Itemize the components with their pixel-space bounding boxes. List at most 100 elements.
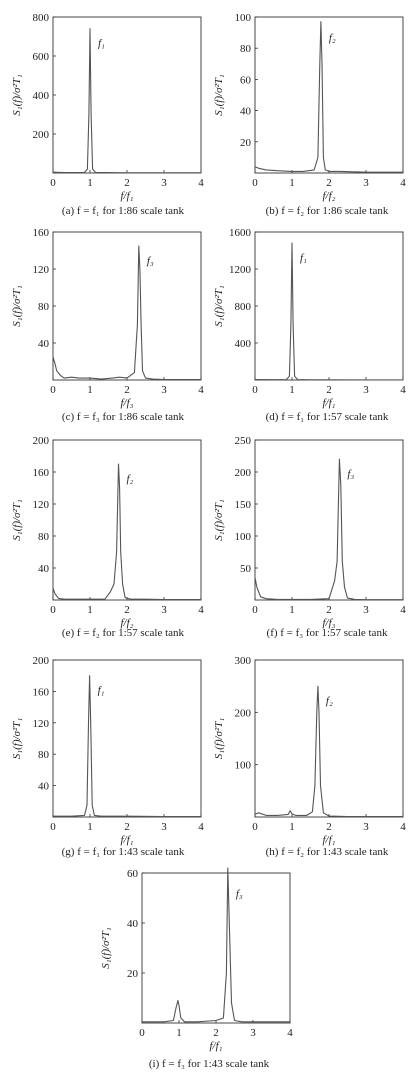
- chart-panel-h: 0 1 2 3 4 100 200 300 f₂ S₁(f)/σ²T₁ f/f₁(h) f = f₂…: [213, 655, 406, 858]
- y-tick-label: 20: [240, 137, 252, 149]
- panel-caption: (h) f = f₂ for 1:43 scale tank: [266, 846, 389, 858]
- y-axis-label: S₁(f)/σ²T₁: [213, 285, 225, 327]
- y-tick-label: 100: [235, 760, 252, 772]
- plot-frame: [52, 231, 202, 381]
- y-tick-label: 60: [240, 74, 252, 86]
- y-tick-label: 160: [33, 227, 50, 239]
- x-tick-label: 0: [252, 177, 258, 189]
- x-tick-label: 1: [289, 821, 295, 833]
- y-tick-label: 400: [33, 90, 50, 102]
- y-tick-label: 40: [38, 338, 50, 350]
- x-tick-label: 4: [400, 604, 406, 616]
- y-axis-label: S₁(f)/σ²T₁: [100, 927, 112, 969]
- x-tick-label: 1: [289, 604, 295, 616]
- y-tick-label: 300: [235, 655, 252, 667]
- x-axis-label: f/f₁: [323, 834, 336, 846]
- series-line-a: [52, 28, 201, 174]
- x-tick-label: 4: [198, 177, 204, 189]
- y-tick-label: 120: [33, 718, 50, 730]
- y-tick-label: 100: [235, 531, 252, 543]
- x-tick-label: 2: [326, 821, 332, 833]
- y-tick-label: 200: [33, 435, 50, 447]
- peak-label: f₃: [147, 255, 154, 267]
- plot-frame: [141, 872, 291, 1024]
- y-tick-label: 120: [33, 499, 50, 511]
- x-tick-label: 4: [198, 604, 204, 616]
- y-tick-label: 200: [235, 707, 252, 719]
- y-tick-label: 80: [38, 749, 50, 761]
- x-tick-label: 1: [87, 384, 93, 396]
- x-axis-label: f/f₃: [121, 397, 134, 409]
- x-tick-label: 3: [161, 821, 167, 833]
- y-tick-label: 200: [33, 129, 50, 141]
- plot-frame: [52, 659, 202, 818]
- x-tick-label: 2: [326, 384, 332, 396]
- y-tick-label: 250: [235, 435, 252, 447]
- x-tick-label: 2: [124, 821, 130, 833]
- x-tick-label: 0: [252, 384, 258, 396]
- chart-panel-c: 0 1 2 3 4 40 80 120 160 f₃ S₁(f)/σ²T₁ f/f₃ (c) f = f…: [11, 227, 204, 423]
- series-line-g: [53, 675, 201, 818]
- y-tick-label: 200: [235, 467, 252, 479]
- panel-caption: (b) f = f₂ for 1:86 scale tank: [266, 205, 389, 217]
- y-tick-label: 20: [127, 968, 139, 980]
- x-tick-label: 2: [326, 604, 332, 616]
- y-tick-label: 80: [38, 531, 50, 543]
- x-tick-label: 0: [139, 1027, 145, 1039]
- series-line-c: [52, 245, 201, 381]
- plot-frame: [52, 16, 202, 174]
- plot-frame: [254, 439, 404, 601]
- x-tick-label: 4: [198, 821, 204, 833]
- series-line-i: [142, 867, 290, 1023]
- y-axis-label: S₁(f)/σ²T₁: [11, 74, 23, 116]
- chart-panel-e: 0 1 2 3 4 40 80 120 160 200 f₂ S₁(f)/σ²T₁ f/f₂(e) f …: [11, 435, 204, 639]
- x-tick-label: 4: [400, 384, 406, 396]
- y-tick-label: 40: [38, 781, 50, 793]
- x-axis-label: f/f₁: [121, 190, 134, 202]
- y-axis-label: S₁(f)/σ²T₁: [11, 499, 23, 541]
- x-tick-label: 0: [50, 177, 56, 189]
- x-tick-label: 0: [252, 821, 258, 833]
- x-tick-label: 3: [161, 384, 167, 396]
- panel-caption: (e) f = f₂ for 1:57 scale tank: [62, 627, 185, 639]
- y-tick-label: 80: [38, 301, 50, 313]
- x-tick-label: 4: [400, 177, 406, 189]
- y-tick-label: 120: [33, 264, 50, 276]
- x-tick-label: 3: [363, 604, 369, 616]
- x-axis-label: f/f₁: [323, 397, 336, 409]
- y-tick-label: 800: [33, 12, 50, 24]
- x-tick-label: 1: [289, 177, 295, 189]
- y-tick-label: 600: [33, 51, 50, 63]
- y-tick-label: 800: [235, 301, 252, 313]
- x-tick-label: 0: [252, 604, 258, 616]
- x-tick-label: 2: [124, 177, 130, 189]
- panel-caption: (f) f = f₃ for 1:57 scale tank: [267, 627, 388, 639]
- chart-panel-a: 0 1 2 3 4 200 400 600 800 f₁ S₁(f)/σ²T₁ f/f₁ (a) f =…: [11, 12, 204, 217]
- y-tick-label: 80: [240, 43, 252, 55]
- x-tick-label: 3: [363, 177, 369, 189]
- series-line-h: [254, 685, 403, 818]
- chart-panel-i: 0 1 2 3 4 20 40 60 f₃ S₁(f)/σ²T₁ f/f₁ (i) f = f₃ fo…: [100, 867, 293, 1070]
- chart-panel-f: 0 1 2 3 4 50 100 150 200 250 f₃ S₁(f)/σ²T₁ f/f₃(f) f…: [213, 435, 406, 639]
- series-line-f: [254, 458, 403, 601]
- y-tick-label: 160: [33, 686, 50, 698]
- x-tick-label: 4: [287, 1027, 293, 1039]
- x-axis-label: f/f₂: [121, 617, 134, 629]
- x-tick-label: 1: [289, 384, 295, 396]
- x-tick-label: 3: [161, 177, 167, 189]
- peak-label: f₁: [300, 252, 307, 264]
- panel-caption: (d) f = f₁ for 1:57 scale tank: [266, 411, 389, 423]
- panel-caption: (c) f = f₃ for 1:86 scale tank: [62, 411, 185, 423]
- plot-frame: [254, 659, 404, 818]
- x-tick-label: 2: [213, 1027, 219, 1039]
- y-tick-label: 400: [235, 338, 252, 350]
- x-tick-label: 3: [363, 384, 369, 396]
- y-tick-label: 40: [38, 563, 50, 575]
- panel-caption: (g) f = f₁ for 1:43 scale tank: [62, 846, 185, 858]
- y-axis-label: S₁(f)/σ²T₁: [11, 285, 23, 327]
- x-tick-label: 2: [326, 177, 332, 189]
- y-axis-label: S₁(f)/σ²T₁: [213, 74, 225, 116]
- x-tick-label: 4: [198, 384, 204, 396]
- x-axis-label: f/f₁: [210, 1040, 223, 1052]
